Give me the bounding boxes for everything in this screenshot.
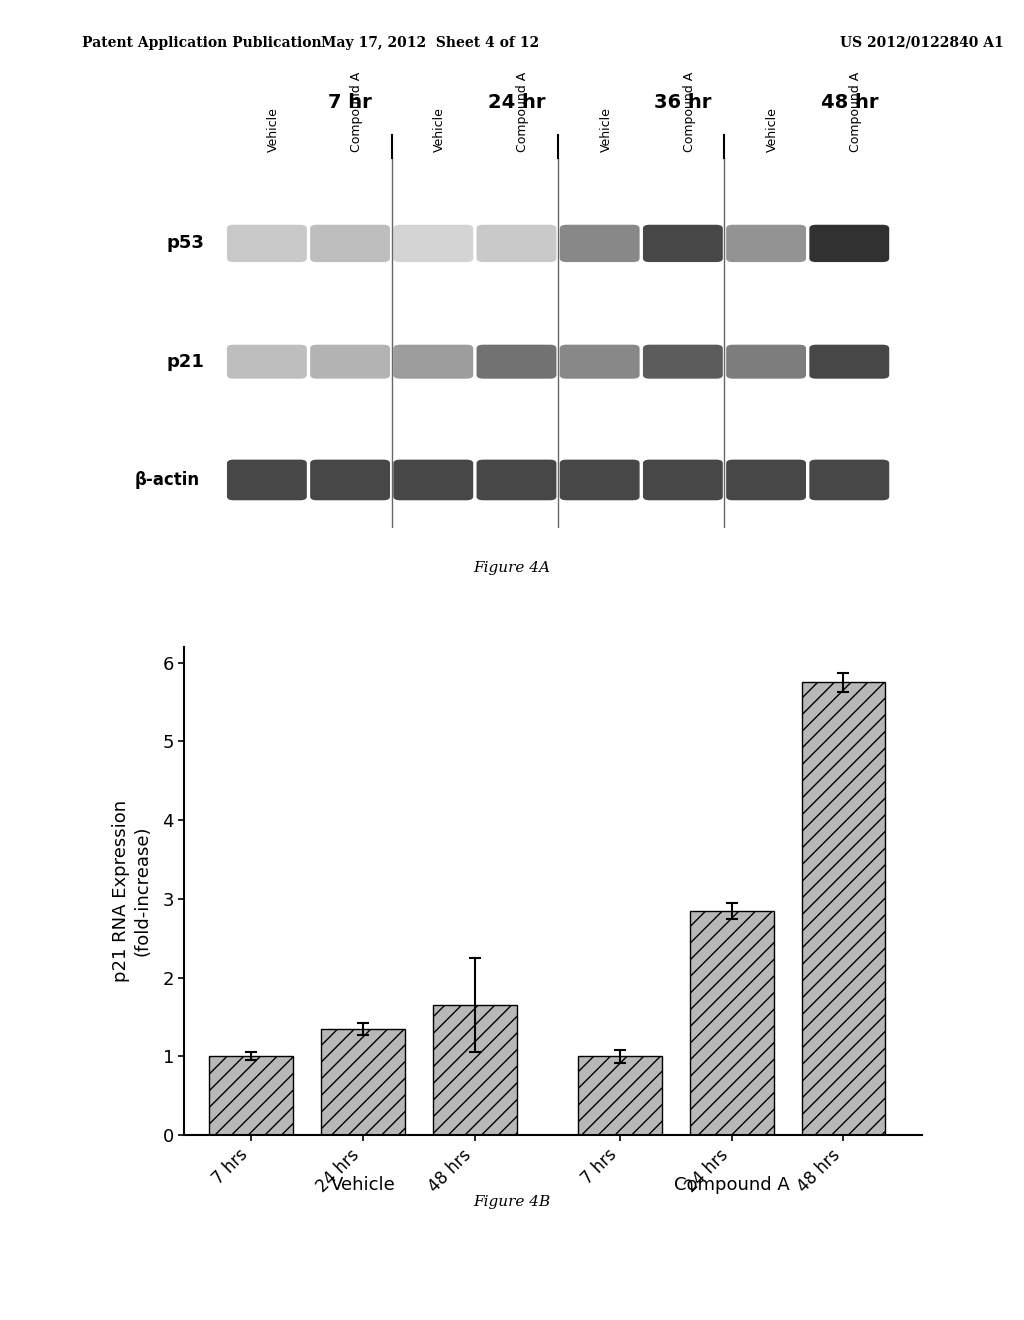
FancyBboxPatch shape (560, 345, 640, 379)
FancyBboxPatch shape (726, 224, 806, 263)
Text: 7 hr: 7 hr (329, 94, 372, 112)
Text: Figure 4A: Figure 4A (473, 561, 551, 576)
Text: Compound A: Compound A (849, 71, 862, 152)
FancyBboxPatch shape (726, 459, 806, 500)
Text: Compound A: Compound A (350, 71, 364, 152)
Text: Compound A: Compound A (674, 1176, 790, 1195)
FancyBboxPatch shape (227, 459, 307, 500)
FancyBboxPatch shape (476, 345, 556, 379)
Text: 24 hr: 24 hr (487, 94, 545, 112)
Bar (433, 1006, 517, 1135)
FancyBboxPatch shape (227, 345, 307, 379)
Text: May 17, 2012  Sheet 4 of 12: May 17, 2012 Sheet 4 of 12 (321, 36, 540, 50)
Text: 48 hr: 48 hr (820, 94, 878, 112)
Text: β-actin: β-actin (134, 471, 200, 488)
Bar (802, 682, 886, 1135)
FancyBboxPatch shape (393, 459, 473, 500)
Text: p53: p53 (167, 235, 205, 252)
FancyBboxPatch shape (809, 224, 889, 263)
FancyBboxPatch shape (310, 345, 390, 379)
Text: 36 hr: 36 hr (654, 94, 712, 112)
FancyBboxPatch shape (643, 459, 723, 500)
FancyBboxPatch shape (476, 224, 556, 263)
FancyBboxPatch shape (809, 345, 889, 379)
FancyBboxPatch shape (393, 345, 473, 379)
Text: Vehicle: Vehicle (766, 107, 779, 152)
FancyBboxPatch shape (393, 224, 473, 263)
Y-axis label: p21 RNA Expression
(fold-increase): p21 RNA Expression (fold-increase) (113, 800, 152, 982)
Text: Vehicle: Vehicle (331, 1176, 395, 1195)
Bar (579, 1056, 662, 1135)
FancyBboxPatch shape (809, 459, 889, 500)
Text: Vehicle: Vehicle (433, 107, 446, 152)
FancyBboxPatch shape (560, 224, 640, 263)
FancyBboxPatch shape (726, 345, 806, 379)
Text: p21: p21 (167, 352, 205, 371)
FancyBboxPatch shape (560, 459, 640, 500)
Text: Patent Application Publication: Patent Application Publication (82, 36, 322, 50)
Bar (690, 911, 773, 1135)
FancyBboxPatch shape (476, 459, 556, 500)
Bar (322, 1028, 404, 1135)
Text: Figure 4B: Figure 4B (473, 1195, 551, 1209)
Text: Vehicle: Vehicle (267, 107, 280, 152)
FancyBboxPatch shape (643, 345, 723, 379)
Text: Vehicle: Vehicle (600, 107, 612, 152)
FancyBboxPatch shape (643, 224, 723, 263)
Text: Compound A: Compound A (516, 71, 529, 152)
FancyBboxPatch shape (227, 224, 307, 263)
FancyBboxPatch shape (310, 459, 390, 500)
FancyBboxPatch shape (310, 224, 390, 263)
Bar (210, 1056, 293, 1135)
Text: US 2012/0122840 A1: US 2012/0122840 A1 (840, 36, 1004, 50)
Text: Compound A: Compound A (683, 71, 696, 152)
